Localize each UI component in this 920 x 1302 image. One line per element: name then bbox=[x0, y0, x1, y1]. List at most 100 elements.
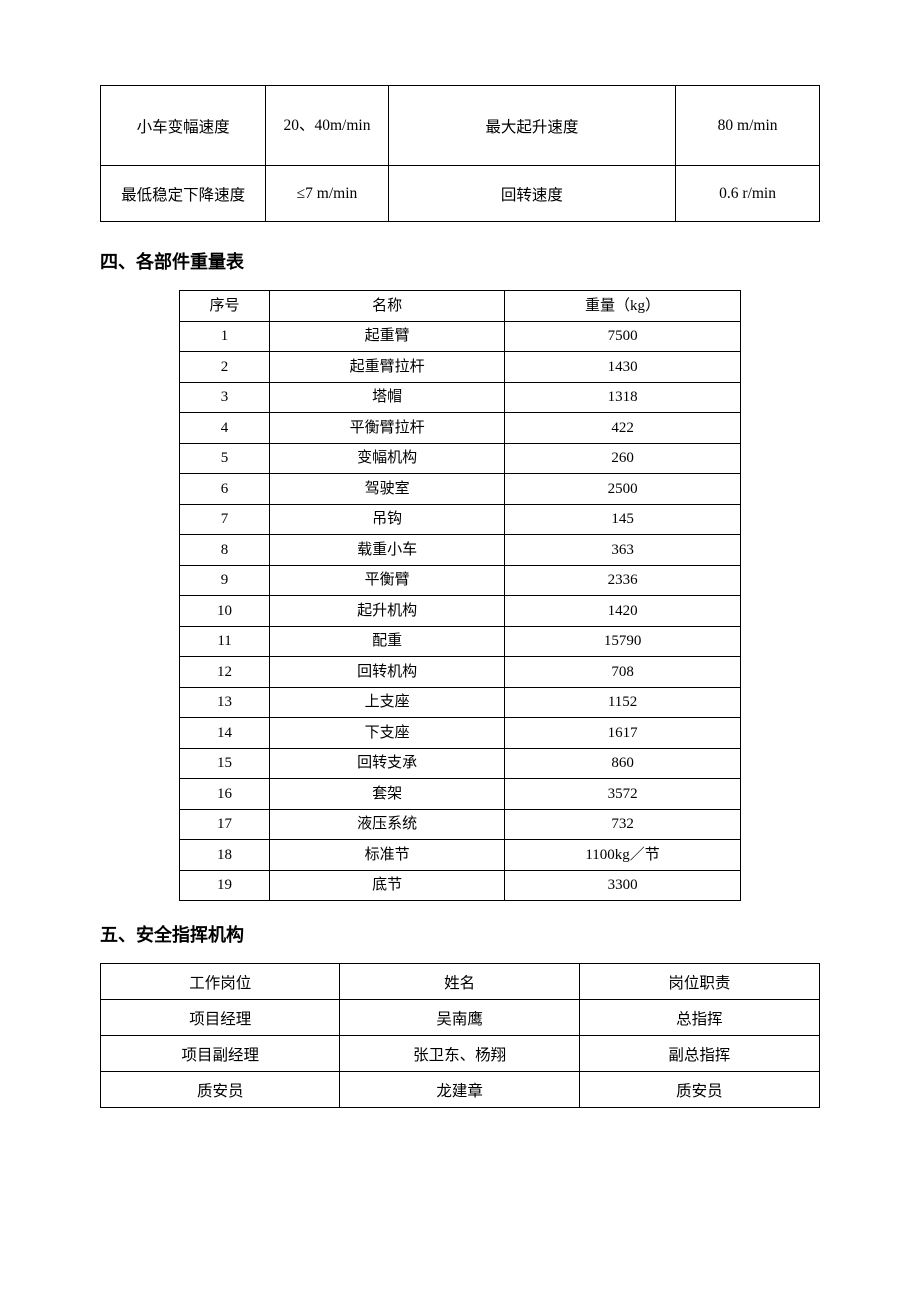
cell-name: 上支座 bbox=[269, 687, 504, 718]
cell-name: 龙建章 bbox=[340, 1072, 579, 1108]
speed-specs-table: 小车变幅速度 20、40m/min 最大起升速度 80 m/min 最低稳定下降… bbox=[100, 85, 820, 222]
cell-name: 变幅机构 bbox=[269, 443, 504, 474]
cell-weight: 732 bbox=[505, 809, 740, 840]
cell-weight: 1420 bbox=[505, 596, 740, 627]
cell-name: 平衡臂 bbox=[269, 565, 504, 596]
cell-weight: 708 bbox=[505, 657, 740, 688]
cell-weight: 1617 bbox=[505, 718, 740, 749]
cell-seq: 5 bbox=[180, 443, 270, 474]
cell-name: 吴南鹰 bbox=[340, 1000, 579, 1036]
cell-seq: 14 bbox=[180, 718, 270, 749]
cell-weight: 860 bbox=[505, 748, 740, 779]
cell-weight: 422 bbox=[505, 413, 740, 444]
col-header-seq: 序号 bbox=[180, 291, 270, 322]
cell-weight: 15790 bbox=[505, 626, 740, 657]
table-row: 14下支座1617 bbox=[180, 718, 741, 749]
table-row: 小车变幅速度 20、40m/min 最大起升速度 80 m/min bbox=[101, 86, 820, 166]
cell-name: 驾驶室 bbox=[269, 474, 504, 505]
cell-seq: 17 bbox=[180, 809, 270, 840]
cell-seq: 11 bbox=[180, 626, 270, 657]
cell-weight: 363 bbox=[505, 535, 740, 566]
col-header-position: 工作岗位 bbox=[101, 964, 340, 1000]
cell-weight: 2500 bbox=[505, 474, 740, 505]
table-row: 1起重臂7500 bbox=[180, 321, 741, 352]
cell-name: 液压系统 bbox=[269, 809, 504, 840]
table-row: 6驾驶室2500 bbox=[180, 474, 741, 505]
cell-name: 下支座 bbox=[269, 718, 504, 749]
cell-name: 套架 bbox=[269, 779, 504, 810]
cell-seq: 16 bbox=[180, 779, 270, 810]
speed-specs-tbody: 小车变幅速度 20、40m/min 最大起升速度 80 m/min 最低稳定下降… bbox=[101, 86, 820, 222]
col-header-name: 姓名 bbox=[340, 964, 579, 1000]
component-weight-thead: 序号 名称 重量（kg） bbox=[180, 291, 741, 322]
cell-seq: 4 bbox=[180, 413, 270, 444]
col-header-weight: 重量（kg） bbox=[505, 291, 740, 322]
table-header-row: 序号 名称 重量（kg） bbox=[180, 291, 741, 322]
cell-duty: 质安员 bbox=[579, 1072, 819, 1108]
safety-org-thead: 工作岗位 姓名 岗位职责 bbox=[101, 964, 820, 1000]
cell-name: 配重 bbox=[269, 626, 504, 657]
cell-seq: 6 bbox=[180, 474, 270, 505]
table-row: 质安员龙建章质安员 bbox=[101, 1072, 820, 1108]
cell-name: 起重臂 bbox=[269, 321, 504, 352]
cell-weight: 3572 bbox=[505, 779, 740, 810]
cell-name: 标准节 bbox=[269, 840, 504, 871]
cell-position: 项目经理 bbox=[101, 1000, 340, 1036]
cell-seq: 13 bbox=[180, 687, 270, 718]
cell-seq: 19 bbox=[180, 870, 270, 901]
table-row: 19底节3300 bbox=[180, 870, 741, 901]
cell-seq: 18 bbox=[180, 840, 270, 871]
spec-value: 0.6 r/min bbox=[676, 166, 820, 222]
table-row: 9平衡臂2336 bbox=[180, 565, 741, 596]
cell-seq: 15 bbox=[180, 748, 270, 779]
cell-seq: 9 bbox=[180, 565, 270, 596]
cell-weight: 145 bbox=[505, 504, 740, 535]
cell-weight: 7500 bbox=[505, 321, 740, 352]
table-row: 最低稳定下降速度 ≤7 m/min 回转速度 0.6 r/min bbox=[101, 166, 820, 222]
cell-seq: 1 bbox=[180, 321, 270, 352]
cell-name: 平衡臂拉杆 bbox=[269, 413, 504, 444]
cell-name: 塔帽 bbox=[269, 382, 504, 413]
cell-name: 回转机构 bbox=[269, 657, 504, 688]
table-row: 13上支座1152 bbox=[180, 687, 741, 718]
table-row: 2起重臂拉杆1430 bbox=[180, 352, 741, 383]
spec-label: 最低稳定下降速度 bbox=[101, 166, 266, 222]
table-row: 11配重15790 bbox=[180, 626, 741, 657]
cell-name: 底节 bbox=[269, 870, 504, 901]
table-row: 15回转支承860 bbox=[180, 748, 741, 779]
spec-label: 小车变幅速度 bbox=[101, 86, 266, 166]
safety-org-tbody: 项目经理吴南鹰总指挥项目副经理张卫东、杨翔副总指挥质安员龙建章质安员 bbox=[101, 1000, 820, 1108]
cell-seq: 3 bbox=[180, 382, 270, 413]
cell-name: 回转支承 bbox=[269, 748, 504, 779]
table-row: 12回转机构708 bbox=[180, 657, 741, 688]
cell-duty: 副总指挥 bbox=[579, 1036, 819, 1072]
cell-seq: 12 bbox=[180, 657, 270, 688]
cell-weight: 260 bbox=[505, 443, 740, 474]
table-row: 10起升机构1420 bbox=[180, 596, 741, 627]
cell-name: 张卫东、杨翔 bbox=[340, 1036, 579, 1072]
table-row: 8载重小车363 bbox=[180, 535, 741, 566]
section-heading-4: 四、各部件重量表 bbox=[100, 248, 820, 274]
table-header-row: 工作岗位 姓名 岗位职责 bbox=[101, 964, 820, 1000]
cell-position: 质安员 bbox=[101, 1072, 340, 1108]
col-header-duty: 岗位职责 bbox=[579, 964, 819, 1000]
table-row: 项目经理吴南鹰总指挥 bbox=[101, 1000, 820, 1036]
table-row: 7吊钩145 bbox=[180, 504, 741, 535]
table-row: 18标准节1100kg／节 bbox=[180, 840, 741, 871]
cell-seq: 2 bbox=[180, 352, 270, 383]
safety-org-table: 工作岗位 姓名 岗位职责 项目经理吴南鹰总指挥项目副经理张卫东、杨翔副总指挥质安… bbox=[100, 963, 820, 1108]
cell-name: 载重小车 bbox=[269, 535, 504, 566]
cell-weight: 1152 bbox=[505, 687, 740, 718]
spec-value: 20、40m/min bbox=[266, 86, 388, 166]
cell-weight: 3300 bbox=[505, 870, 740, 901]
cell-seq: 10 bbox=[180, 596, 270, 627]
cell-duty: 总指挥 bbox=[579, 1000, 819, 1036]
col-header-name: 名称 bbox=[269, 291, 504, 322]
component-weight-table: 序号 名称 重量（kg） 1起重臂75002起重臂拉杆14303塔帽13184平… bbox=[179, 290, 741, 901]
cell-weight: 1318 bbox=[505, 382, 740, 413]
section-heading-5: 五、安全指挥机构 bbox=[100, 921, 820, 947]
cell-weight: 1100kg／节 bbox=[505, 840, 740, 871]
cell-seq: 8 bbox=[180, 535, 270, 566]
cell-name: 起升机构 bbox=[269, 596, 504, 627]
component-weight-tbody: 1起重臂75002起重臂拉杆14303塔帽13184平衡臂拉杆4225变幅机构2… bbox=[180, 321, 741, 901]
